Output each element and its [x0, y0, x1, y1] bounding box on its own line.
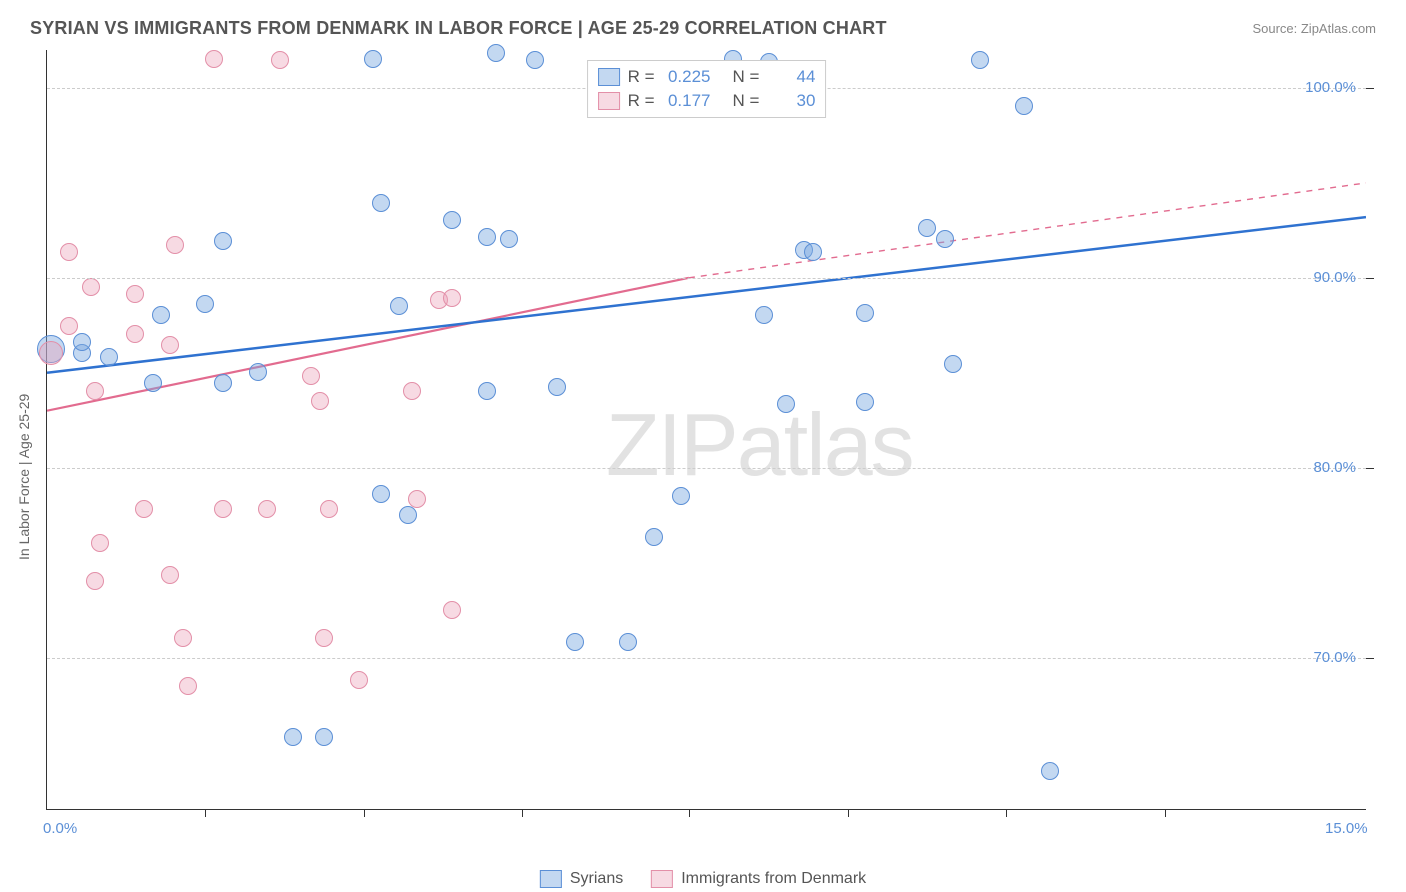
- legend-swatch: [540, 870, 562, 888]
- data-point: [350, 671, 368, 689]
- data-point: [364, 50, 382, 68]
- data-point: [856, 304, 874, 322]
- data-point: [944, 355, 962, 373]
- data-point: [777, 395, 795, 413]
- legend-r-label: R =: [628, 67, 655, 87]
- data-point: [856, 393, 874, 411]
- data-point: [1015, 97, 1033, 115]
- source-label: Source: ZipAtlas.com: [1252, 21, 1376, 36]
- data-point: [1041, 762, 1059, 780]
- data-point: [214, 500, 232, 518]
- data-point: [196, 295, 214, 313]
- data-point: [205, 50, 223, 68]
- data-point: [311, 392, 329, 410]
- data-point: [619, 633, 637, 651]
- legend-n-label: N =: [733, 67, 760, 87]
- legend-swatch: [651, 870, 673, 888]
- data-point: [500, 230, 518, 248]
- data-point: [372, 485, 390, 503]
- data-point: [135, 500, 153, 518]
- data-point: [144, 374, 162, 392]
- data-point: [73, 333, 91, 351]
- legend-swatch: [598, 68, 620, 86]
- data-point: [86, 382, 104, 400]
- data-point: [271, 51, 289, 69]
- legend-r-value: 0.177: [663, 91, 711, 111]
- legend-n-label: N =: [733, 91, 760, 111]
- data-point: [258, 500, 276, 518]
- legend-swatch: [598, 92, 620, 110]
- data-point: [320, 500, 338, 518]
- data-point: [39, 341, 63, 365]
- data-point: [804, 243, 822, 261]
- data-point: [478, 228, 496, 246]
- correlation-legend: R = 0.225 N = 44 R = 0.177 N = 30: [587, 60, 827, 118]
- data-point: [166, 236, 184, 254]
- data-point: [315, 629, 333, 647]
- data-point: [174, 629, 192, 647]
- series-legend: Syrians Immigrants from Denmark: [540, 870, 866, 888]
- data-point: [372, 194, 390, 212]
- data-point: [126, 285, 144, 303]
- data-point: [249, 363, 267, 381]
- data-point: [443, 211, 461, 229]
- y-tick-label: 70.0%: [1313, 649, 1356, 666]
- data-point: [91, 534, 109, 552]
- data-point: [100, 348, 118, 366]
- data-point: [443, 289, 461, 307]
- data-point: [126, 325, 144, 343]
- scatter-plot: [47, 50, 1366, 809]
- data-point: [971, 51, 989, 69]
- data-point: [672, 487, 690, 505]
- y-tick-label: 90.0%: [1313, 269, 1356, 286]
- legend-r-value: 0.225: [663, 67, 711, 87]
- legend-n-value: 44: [767, 67, 815, 87]
- data-point: [526, 51, 544, 69]
- page-title: SYRIAN VS IMMIGRANTS FROM DENMARK IN LAB…: [30, 18, 887, 39]
- data-point: [152, 306, 170, 324]
- data-point: [403, 382, 421, 400]
- data-point: [179, 677, 197, 695]
- data-point: [478, 382, 496, 400]
- data-point: [566, 633, 584, 651]
- data-point: [86, 572, 104, 590]
- data-point: [390, 297, 408, 315]
- data-point: [60, 317, 78, 335]
- data-point: [487, 44, 505, 62]
- legend-r-label: R =: [628, 91, 655, 111]
- data-point: [161, 566, 179, 584]
- data-point: [284, 728, 302, 746]
- data-point: [408, 490, 426, 508]
- x-tick-label: 15.0%: [1325, 820, 1368, 837]
- data-point: [214, 374, 232, 392]
- y-tick-label: 80.0%: [1313, 459, 1356, 476]
- data-point: [936, 230, 954, 248]
- data-point: [82, 278, 100, 296]
- legend-series-label: Immigrants from Denmark: [681, 870, 866, 888]
- data-point: [161, 336, 179, 354]
- data-point: [548, 378, 566, 396]
- chart-area: ZIPatlas R =0.225N =44R =0.177N =30 70.0…: [46, 50, 1366, 810]
- legend-n-value: 30: [767, 91, 815, 111]
- data-point: [918, 219, 936, 237]
- y-tick-label: 100.0%: [1305, 79, 1356, 96]
- data-point: [755, 306, 773, 324]
- data-point: [645, 528, 663, 546]
- data-point: [214, 232, 232, 250]
- data-point: [302, 367, 320, 385]
- data-point: [399, 506, 417, 524]
- legend-series-label: Syrians: [570, 870, 623, 888]
- data-point: [315, 728, 333, 746]
- x-tick-label: 0.0%: [43, 820, 77, 837]
- y-axis-label: In Labor Force | Age 25-29: [16, 394, 32, 560]
- data-point: [60, 243, 78, 261]
- data-point: [443, 601, 461, 619]
